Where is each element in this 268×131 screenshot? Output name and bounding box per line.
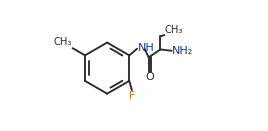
Text: CH₃: CH₃	[54, 37, 72, 48]
Text: NH: NH	[138, 43, 155, 53]
Text: F: F	[129, 91, 135, 101]
Text: CH₃: CH₃	[165, 25, 183, 35]
Text: NH₂: NH₂	[172, 46, 193, 56]
Text: O: O	[145, 72, 154, 82]
